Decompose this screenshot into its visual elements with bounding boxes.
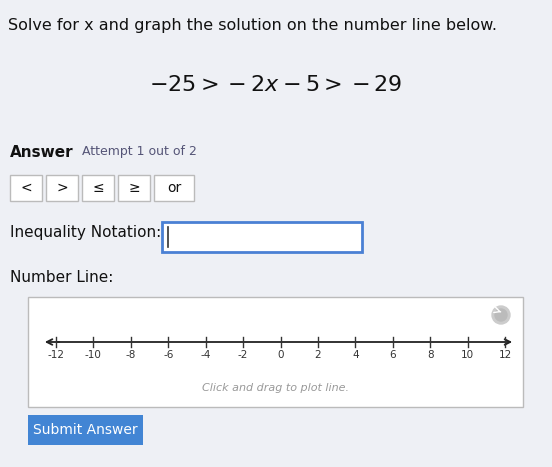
Text: >: > (56, 181, 68, 195)
Circle shape (495, 309, 507, 321)
Text: -8: -8 (126, 350, 136, 360)
Text: 6: 6 (390, 350, 396, 360)
Bar (28, 297, 523, 407)
Text: ≤: ≤ (92, 181, 104, 195)
Text: -10: -10 (85, 350, 102, 360)
Text: Inequality Notation:: Inequality Notation: (10, 225, 161, 240)
Text: 10: 10 (461, 350, 474, 360)
Bar (10, 175, 42, 201)
Circle shape (492, 306, 510, 324)
Text: -12: -12 (47, 350, 65, 360)
Text: 0: 0 (277, 350, 284, 360)
Bar (28, 415, 143, 445)
Text: <: < (20, 181, 32, 195)
Text: Number Line:: Number Line: (10, 270, 113, 285)
Text: -6: -6 (163, 350, 173, 360)
Text: Answer: Answer (10, 145, 73, 160)
Text: or: or (167, 181, 181, 195)
Text: 2: 2 (315, 350, 321, 360)
Text: Click and drag to plot line.: Click and drag to plot line. (202, 383, 349, 393)
Bar (162, 222, 362, 252)
Text: Submit Answer: Submit Answer (33, 423, 138, 437)
Bar (118, 175, 150, 201)
Text: ≥: ≥ (128, 181, 140, 195)
Bar (46, 175, 78, 201)
Text: 12: 12 (498, 350, 512, 360)
Text: Attempt 1 out of 2: Attempt 1 out of 2 (82, 145, 197, 158)
Text: $-25 > -2x - 5 > -29$: $-25 > -2x - 5 > -29$ (150, 75, 402, 95)
Text: 8: 8 (427, 350, 433, 360)
Text: 4: 4 (352, 350, 359, 360)
Bar (82, 175, 114, 201)
Text: Solve for x and graph the solution on the number line below.: Solve for x and graph the solution on th… (8, 18, 497, 33)
Bar (154, 175, 194, 201)
Text: -2: -2 (238, 350, 248, 360)
Text: -4: -4 (200, 350, 211, 360)
